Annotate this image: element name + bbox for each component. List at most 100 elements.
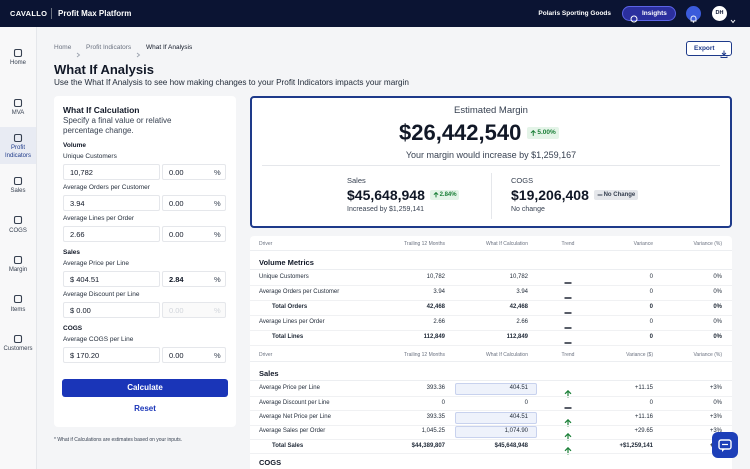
cell-whatif: 404.51 [509, 385, 528, 392]
table-section-title: COGS [259, 458, 282, 467]
sidebar-label[interactable]: Sales [10, 188, 26, 194]
cell-label: Total Sales [272, 442, 304, 449]
column-header: Variance [633, 241, 653, 247]
margin-label: Estimated Margin [454, 105, 528, 117]
cell-whatif: 112,849 [506, 334, 528, 341]
sidebar-label[interactable]: Profit Indicators [4, 145, 31, 159]
sidebar-icon-svg [13, 294, 23, 304]
notifications-button[interactable] [686, 6, 701, 23]
field-label: Average COGS per Line [63, 336, 134, 344]
value-input[interactable]: $ 170.20 [63, 347, 160, 363]
change-input[interactable]: 0.00% [162, 164, 226, 180]
cell-label: Average Lines per Order [259, 319, 325, 326]
cell-pct: 0% [713, 289, 722, 296]
change-input[interactable]: 0.00% [162, 195, 226, 211]
company-name: Polaris Sporting Goods [538, 9, 611, 17]
cell-whatif: 2.66 [516, 319, 528, 326]
product-name: Profit Max Platform [58, 8, 132, 18]
cell-label: Total Orders [272, 304, 308, 311]
reset-label: Reset [134, 404, 156, 414]
trend-icon [564, 334, 572, 344]
cell-label: Average Discount per Line [259, 399, 330, 406]
change-text: 0.00 [169, 230, 184, 239]
row-line [250, 285, 732, 286]
cell-pct: +3% [709, 385, 722, 392]
change-input[interactable]: 2.84% [162, 271, 226, 287]
whatif-input[interactable] [455, 383, 537, 395]
cell-whatif: 0 [524, 399, 528, 406]
export-label: Export [694, 44, 715, 52]
sidebar-label[interactable]: Margin [8, 267, 28, 273]
trend-icon [564, 414, 572, 427]
cell-trailing: 393.36 [426, 385, 445, 392]
change-input[interactable]: 0.00% [162, 347, 226, 363]
sidebar-label[interactable]: MVA [11, 110, 25, 116]
cell-whatif: 10,782 [509, 274, 528, 281]
bell-icon [690, 10, 697, 23]
trend-icon-svg [564, 312, 572, 314]
sidebar-icon-svg [13, 133, 23, 143]
sidebar-label[interactable]: COGS [9, 228, 27, 234]
unit-text: % [214, 351, 221, 360]
column-header: Trailing 12 Months [404, 241, 445, 247]
row-line [250, 424, 732, 426]
page-title: What If Analysis [54, 62, 154, 78]
sidebar-label[interactable]: Home [9, 60, 26, 66]
cell-whatif: 3.94 [516, 289, 528, 296]
value-input[interactable]: $ 404.51 [63, 271, 160, 287]
calculate-button[interactable]: Calculate [62, 379, 228, 397]
trend-icon [564, 304, 572, 314]
cell-trailing: 1,045.25 [421, 428, 445, 435]
chat-button[interactable] [712, 432, 738, 458]
value-input[interactable]: 10,782 [63, 164, 160, 180]
whatif-input[interactable] [455, 425, 537, 438]
insights-button[interactable]: Insights [622, 6, 676, 23]
export-icon-svg [720, 50, 728, 58]
user-avatar[interactable]: DH [712, 6, 727, 21]
page-subtitle: Use the What If Analysis to see how maki… [54, 78, 409, 88]
user-initials: DH [715, 10, 724, 17]
trend-icon [564, 442, 572, 455]
margin-note: Your margin would increase by $1,259,167 [405, 149, 577, 160]
unit-text: % [214, 230, 221, 239]
cogs-label: COGS [511, 175, 534, 185]
reset-button[interactable]: Reset [120, 403, 170, 415]
breadcrumb-item: Home [54, 44, 72, 52]
whatif-input[interactable] [455, 411, 537, 424]
cogs-note: No change [511, 205, 545, 213]
export-button[interactable]: Export [686, 41, 732, 58]
sidebar-icon-svg [13, 48, 23, 58]
margin-badge-icon [530, 129, 537, 137]
cell-variance: +$1,259,141 [619, 442, 653, 449]
cell-trailing: 42,468 [426, 304, 445, 311]
cell-variance: 0 [649, 304, 653, 311]
breadcrumb-item: Profit Indicators [86, 44, 132, 52]
field-label: Average Discount per Line [63, 291, 140, 299]
sidebar-icon [13, 45, 23, 58]
column-header: Driver [259, 352, 273, 358]
cell-pct: +3% [422, 428, 722, 435]
change-input[interactable]: 0.00% [162, 226, 226, 242]
cell-trailing: $44,389,807 [411, 442, 445, 449]
cogs-badge-text: No Change [603, 191, 636, 198]
value-text: $ 0.00 [70, 306, 91, 315]
unit-text: % [214, 199, 221, 208]
sales-note: Increased by $1,259,141 [347, 205, 425, 213]
sidebar-label[interactable]: Items [10, 307, 26, 313]
unit-text: % [214, 168, 221, 177]
cell-variance: 0 [649, 289, 653, 296]
unit-text: % [214, 306, 221, 315]
sidebar-icon-svg [13, 176, 23, 186]
change-text: 0.00 [169, 168, 184, 177]
breadcrumb-sep [76, 45, 81, 58]
value-input[interactable]: $ 0.00 [63, 302, 160, 318]
value-input[interactable]: 3.94 [63, 195, 160, 211]
value-input[interactable]: 2.66 [63, 226, 160, 242]
change-input: 0.00% [162, 302, 226, 318]
logo: CAVALLO [10, 9, 48, 18]
trend-icon [564, 289, 572, 299]
sidebar-label[interactable]: Customers [3, 346, 33, 352]
row-line [250, 345, 732, 346]
column-header: Trailing 12 Months [404, 352, 445, 358]
